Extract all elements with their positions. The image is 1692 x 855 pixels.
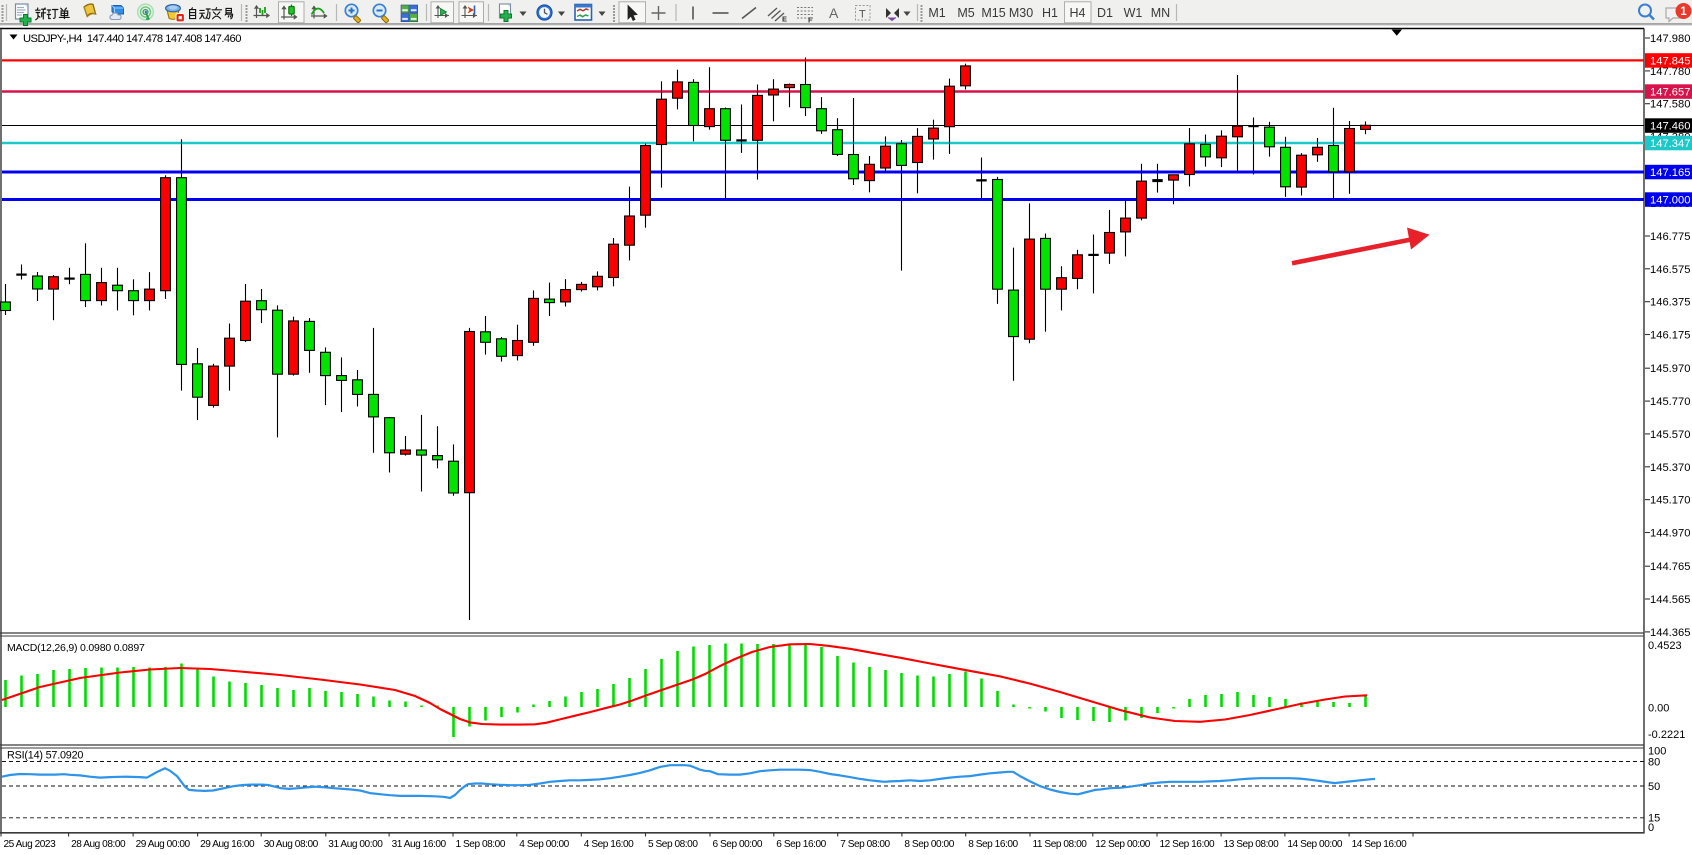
svg-text:14 Sep 00:00: 14 Sep 00:00 <box>1287 839 1342 850</box>
svg-text:MN: MN <box>1151 6 1170 20</box>
svg-text:M15: M15 <box>981 6 1005 20</box>
svg-text:T: T <box>859 9 866 21</box>
svg-text:147.347: 147.347 <box>1650 138 1690 150</box>
svg-text:145.770: 145.770 <box>1650 396 1690 408</box>
svg-text:8 Sep 16:00: 8 Sep 16:00 <box>968 839 1018 850</box>
svg-text:144.365: 144.365 <box>1650 627 1690 639</box>
svg-text:146.175: 146.175 <box>1650 330 1690 342</box>
svg-text:M5: M5 <box>957 6 974 20</box>
svg-text:31 Aug 16:00: 31 Aug 16:00 <box>392 839 447 850</box>
svg-text:M1: M1 <box>928 6 945 20</box>
svg-text:147.580: 147.580 <box>1650 99 1690 111</box>
svg-text:15: 15 <box>1648 813 1660 825</box>
svg-text:12 Sep 00:00: 12 Sep 00:00 <box>1095 839 1150 850</box>
svg-text:8 Sep 00:00: 8 Sep 00:00 <box>904 839 954 850</box>
svg-text:146.775: 146.775 <box>1650 231 1690 243</box>
svg-text:4 Sep 00:00: 4 Sep 00:00 <box>519 839 569 850</box>
svg-text:F: F <box>808 16 813 25</box>
svg-text:50: 50 <box>1648 781 1660 793</box>
svg-text:145.970: 145.970 <box>1650 363 1690 375</box>
svg-text:25 Aug 2023: 25 Aug 2023 <box>4 839 57 850</box>
svg-text:147.165: 147.165 <box>1650 167 1690 179</box>
svg-text:147.657: 147.657 <box>1650 87 1690 99</box>
svg-text:100: 100 <box>1648 745 1666 757</box>
svg-text:USDJPY-,H4 147.440 147.478 14: USDJPY-,H4 147.440 147.478 147.408 147.4… <box>23 33 241 45</box>
svg-text:12 Sep 16:00: 12 Sep 16:00 <box>1160 839 1215 850</box>
svg-text:-0.2221: -0.2221 <box>1648 729 1685 741</box>
svg-text:145.370: 145.370 <box>1650 462 1690 474</box>
svg-text:144.565: 144.565 <box>1650 594 1690 606</box>
svg-text:144.765: 144.765 <box>1650 561 1690 573</box>
svg-text:M30: M30 <box>1009 6 1033 20</box>
svg-text:144.970: 144.970 <box>1650 528 1690 540</box>
svg-text:4 Sep 16:00: 4 Sep 16:00 <box>584 839 634 850</box>
svg-text:MACD(12,26,9) 0.0980 0.0897: MACD(12,26,9) 0.0980 0.0897 <box>7 642 145 654</box>
svg-text:146.575: 146.575 <box>1650 264 1690 276</box>
svg-text:7 Sep 08:00: 7 Sep 08:00 <box>840 839 890 850</box>
svg-text:11 Sep 08:00: 11 Sep 08:00 <box>1033 839 1088 850</box>
svg-text:29 Aug 00:00: 29 Aug 00:00 <box>136 839 191 850</box>
svg-text:28 Aug 08:00: 28 Aug 08:00 <box>71 839 126 850</box>
svg-text:145.570: 145.570 <box>1650 429 1690 441</box>
svg-text:30 Aug 08:00: 30 Aug 08:00 <box>264 839 319 850</box>
svg-text:E: E <box>782 15 787 24</box>
svg-text:H4: H4 <box>1070 6 1086 20</box>
svg-text:147.460: 147.460 <box>1650 121 1690 133</box>
svg-text:14 Sep 16:00: 14 Sep 16:00 <box>1352 839 1407 850</box>
svg-text:H1: H1 <box>1042 6 1058 20</box>
svg-text:147.780: 147.780 <box>1650 66 1690 78</box>
svg-text:1 Sep 08:00: 1 Sep 08:00 <box>456 839 506 850</box>
svg-text:RSI(14) 57.0920: RSI(14) 57.0920 <box>7 750 83 762</box>
svg-text:6 Sep 00:00: 6 Sep 00:00 <box>713 839 763 850</box>
svg-text:1: 1 <box>1680 6 1687 18</box>
svg-text:D1: D1 <box>1097 6 1113 20</box>
svg-text:5 Sep 08:00: 5 Sep 08:00 <box>648 839 698 850</box>
svg-text:147.845: 147.845 <box>1650 55 1690 67</box>
svg-text:80: 80 <box>1648 756 1660 768</box>
svg-text:0: 0 <box>1648 822 1654 834</box>
svg-text:29 Aug 16:00: 29 Aug 16:00 <box>200 839 255 850</box>
svg-text:A: A <box>829 5 839 21</box>
svg-text:31 Aug 00:00: 31 Aug 00:00 <box>328 839 383 850</box>
svg-text:13 Sep 08:00: 13 Sep 08:00 <box>1224 839 1279 850</box>
svg-text:147.000: 147.000 <box>1650 195 1690 207</box>
svg-text:0.4523: 0.4523 <box>1648 640 1682 652</box>
svg-text:147.980: 147.980 <box>1650 33 1690 45</box>
svg-text:6 Sep 16:00: 6 Sep 16:00 <box>776 839 826 850</box>
svg-text:0.00: 0.00 <box>1648 702 1669 714</box>
svg-text:145.170: 145.170 <box>1650 495 1690 507</box>
svg-text:146.375: 146.375 <box>1650 297 1690 309</box>
svg-text:W1: W1 <box>1124 6 1143 20</box>
